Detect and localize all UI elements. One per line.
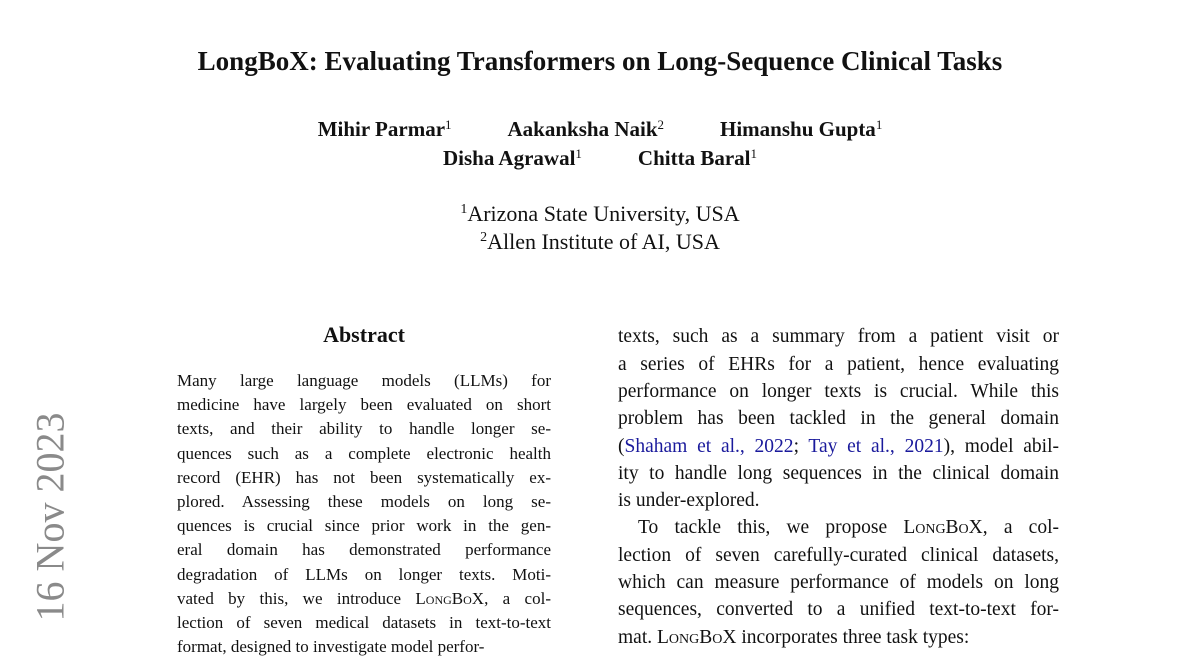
author-name: Himanshu Gupta <box>720 117 876 141</box>
affiliation: 1Arizona State University, USA <box>0 201 1200 227</box>
text-line: which can measure performance of models … <box>618 569 1059 596</box>
text: ; <box>793 435 809 457</box>
text: is under-explored. <box>618 490 760 512</box>
text-line: vated by this, we introduce LongBoX, a c… <box>177 587 551 611</box>
text-line: a series of EHRs for a patient, hence ev… <box>618 351 1059 378</box>
text-line: mat. LongBoX incorporates three task typ… <box>618 624 1059 651</box>
text: plored. Assessing these models on long s… <box>177 491 551 511</box>
text: which can measure performance of models … <box>618 572 1059 594</box>
citation: Tay et al., 2021 <box>808 435 944 457</box>
text-line: lection of seven medical datasets in tex… <box>177 611 551 635</box>
text-line: quences such as a complete electronic he… <box>177 442 551 466</box>
text: lection of seven carefully-curated clini… <box>618 544 1059 566</box>
text: , a col- <box>484 588 551 608</box>
author-affiliation-mark: 1 <box>750 146 758 161</box>
text-line: medicine have largely been evaluated on … <box>177 393 551 417</box>
text-line: Many large language models (LLMs) for <box>177 369 551 393</box>
author-row: Disha Agrawal1 Chitta Baral1 <box>0 146 1200 171</box>
text-line: (Shaham et al., 2022; Tay et al., 2021),… <box>618 433 1059 460</box>
text: eral domain has demonstrated performance <box>177 540 551 560</box>
text: , a col- <box>982 517 1059 539</box>
author: Aakanksha Naik2 <box>508 117 664 142</box>
text: texts, such as a summary from a patient … <box>618 326 1059 348</box>
arxiv-stamp: 16 Nov 2023 <box>27 412 73 622</box>
text: performance on longer texts is crucial. … <box>618 380 1059 402</box>
text: ( <box>618 435 625 457</box>
text: mat. <box>618 626 657 648</box>
author-name: Chitta Baral <box>637 146 751 170</box>
affiliation-text: Allen Institute of AI, USA <box>487 229 720 254</box>
system-name: LongBoX <box>415 588 485 608</box>
text-line: format, designed to investigate model pe… <box>177 635 551 659</box>
paper-title: LongBoX: Evaluating Transformers on Long… <box>197 46 1003 76</box>
text: quences is crucial since prior work in t… <box>177 516 551 536</box>
text-line: eral domain has demonstrated performance <box>177 538 551 562</box>
citation: Shaham et al., 2022 <box>624 435 794 457</box>
text: record (EHR) has not been systematically… <box>177 467 551 487</box>
text-line: performance on longer texts is crucial. … <box>618 378 1059 405</box>
text-line: lection of seven carefully-curated clini… <box>618 542 1059 569</box>
text: Many large language models (LLMs) for <box>177 370 551 390</box>
affiliation-mark: 1 <box>460 202 468 217</box>
author: Chitta Baral1 <box>638 146 757 171</box>
author-affiliation-mark: 1 <box>445 117 452 132</box>
text: ), model abil- <box>943 435 1059 457</box>
text-line: degradation of LLMs on longer texts. Mot… <box>177 563 551 587</box>
text: a series of EHRs for a patient, hence ev… <box>618 353 1059 375</box>
text-line: ity to handle long sequences in the clin… <box>618 460 1059 487</box>
text: lection of seven medical datasets in tex… <box>177 612 551 632</box>
author-row: Mihir Parmar1 Aakanksha Naik2 Himanshu Gup… <box>0 117 1200 142</box>
affiliation: 2Allen Institute of AI, USA <box>0 229 1200 255</box>
author-name: Aakanksha Naik <box>507 117 658 141</box>
affiliation-mark: 2 <box>480 230 488 245</box>
text-line: quences is crucial since prior work in t… <box>177 514 551 538</box>
text: problem has been tackled in the general … <box>618 408 1059 430</box>
text: sequences, converted to a unified text-t… <box>618 599 1059 621</box>
text: quences such as a complete electronic he… <box>177 443 551 463</box>
text: medicine have largely been evaluated on … <box>177 395 551 415</box>
abstract-heading: Abstract <box>323 322 405 347</box>
text-line: sequences, converted to a unified text-t… <box>618 596 1059 623</box>
text: ity to handle long sequences in the clin… <box>618 462 1059 484</box>
text-line: texts, and their ability to handle longe… <box>177 417 551 441</box>
text-line: plored. Assessing these models on long s… <box>177 490 551 514</box>
author: Himanshu Gupta1 <box>720 117 882 142</box>
text-line: is under-explored. <box>618 487 1059 514</box>
author-affiliation-mark: 1 <box>875 117 883 132</box>
text: To tackle this, we propose <box>638 517 904 539</box>
system-name: LongBoX <box>903 517 983 539</box>
text-line: To tackle this, we propose LongBoX, a co… <box>638 514 1059 541</box>
author: Disha Agrawal1 <box>443 146 582 171</box>
text: texts, and their ability to handle longe… <box>177 419 551 439</box>
author-affiliation-mark: 2 <box>657 117 665 132</box>
text: degradation of LLMs on longer texts. Mot… <box>177 564 551 584</box>
author-name: Disha Agrawal <box>442 146 576 170</box>
text: incorporates three task types: <box>736 626 970 648</box>
affiliation-text: Arizona State University, USA <box>467 201 740 226</box>
text: vated by this, we introduce <box>177 588 416 608</box>
author: Mihir Parmar1 <box>318 117 452 142</box>
system-name: LongBoX <box>657 626 737 648</box>
author-affiliation-mark: 1 <box>575 146 582 161</box>
text: format, designed to investigate model pe… <box>177 637 485 657</box>
author-name: Mihir Parmar <box>317 117 446 141</box>
text-line: texts, such as a summary from a patient … <box>618 323 1059 350</box>
text-line: record (EHR) has not been systematically… <box>177 466 551 490</box>
text-line: problem has been tackled in the general … <box>618 405 1059 432</box>
